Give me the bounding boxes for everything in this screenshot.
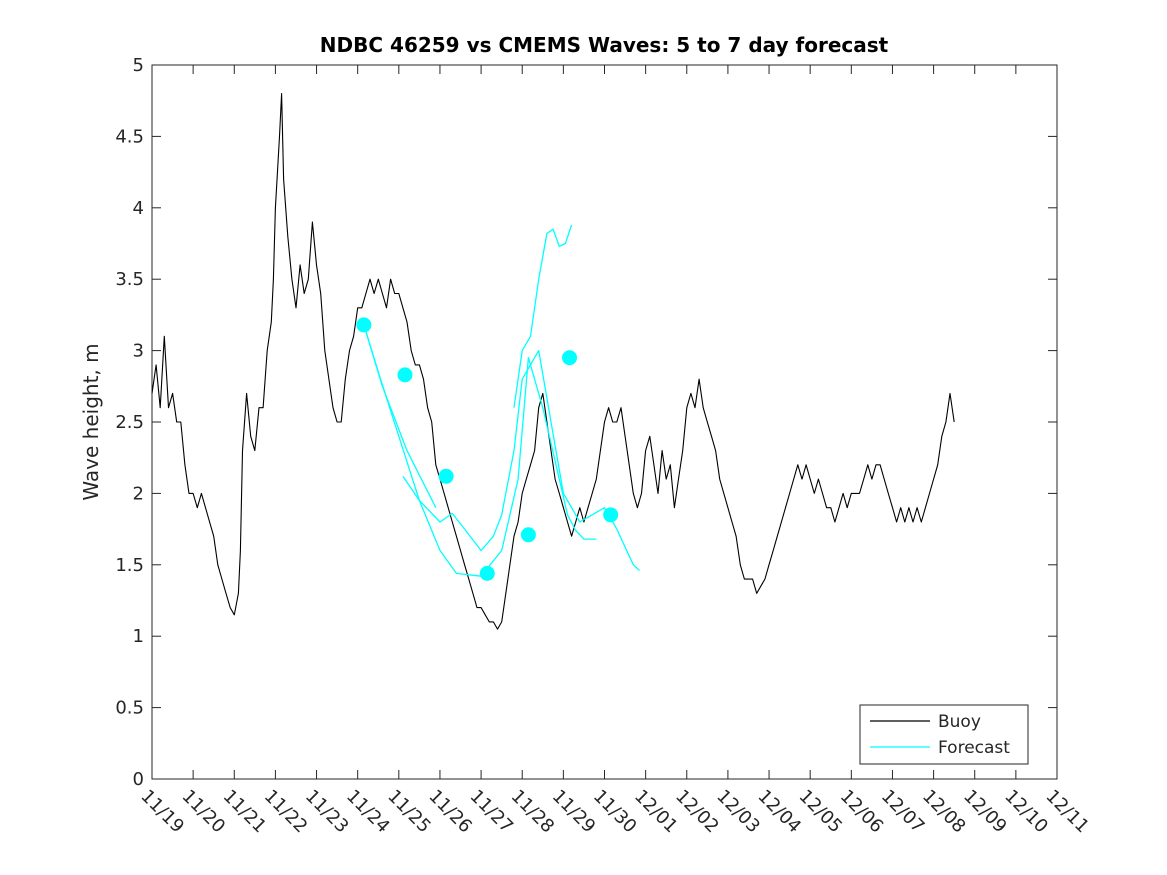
- forecast-marker: [397, 367, 413, 383]
- y-tick-label: 3.5: [115, 269, 144, 290]
- y-tick-label: 4.5: [115, 126, 144, 147]
- y-tick-label: 0: [133, 769, 144, 790]
- buoy-line: [151, 93, 955, 630]
- y-tick-label: 4: [133, 198, 144, 219]
- series-layer: [151, 93, 955, 630]
- forecast-line: [363, 324, 597, 577]
- y-tick-label: 5: [133, 55, 144, 76]
- y-tick-label: 1.5: [115, 555, 144, 576]
- forecast-marker: [356, 317, 372, 333]
- legend-label: Buoy: [938, 712, 981, 732]
- forecast-line: [513, 224, 573, 408]
- y-tick-label: 2.5: [115, 412, 144, 433]
- y-tick-label: 1: [133, 626, 144, 647]
- y-tick-label: 3: [133, 341, 144, 362]
- forecast-marker: [562, 350, 578, 366]
- chart-title: NDBC 46259 vs CMEMS Waves: 5 to 7 day fo…: [320, 33, 889, 57]
- forecast-marker: [438, 468, 454, 484]
- y-axis-label: Wave height, m: [79, 343, 103, 500]
- y-tick-label: 0.5: [115, 698, 144, 719]
- legend-label: Forecast: [938, 738, 1010, 758]
- y-tick-label: 2: [133, 483, 144, 504]
- y-axis: 0 0.5 1 1.5 2 2.5 3 3.5 4 4.5 5: [115, 55, 1057, 790]
- legend-box: [859, 704, 1029, 765]
- forecast-line: [363, 324, 437, 508]
- legend: Buoy Forecast: [859, 704, 1029, 765]
- forecast-marker: [520, 527, 536, 543]
- forecast-line: [402, 349, 640, 571]
- forecast-marker: [479, 565, 495, 581]
- forecast-marker: [603, 507, 619, 523]
